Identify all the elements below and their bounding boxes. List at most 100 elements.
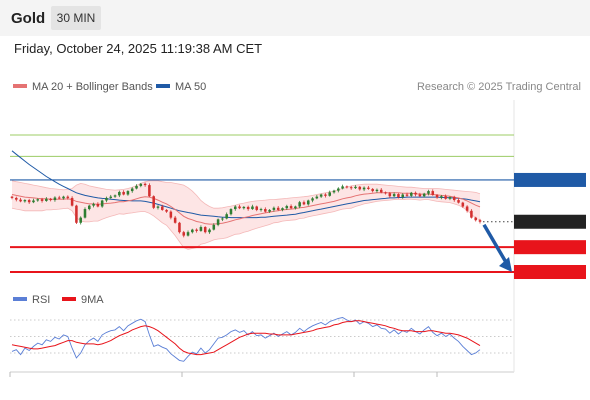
candle-body [182, 232, 186, 236]
ma20-legend-label: MA 20 + Bollinger Bands [32, 81, 153, 93]
candle-body [199, 227, 203, 231]
ma20-line [11, 192, 481, 225]
candle-body [440, 196, 443, 198]
candle-body [431, 191, 435, 195]
rsi-lines [11, 317, 481, 362]
candle-body [470, 210, 473, 218]
candle-body [375, 189, 379, 192]
candle-body [362, 187, 366, 190]
bollinger-upper-line [11, 180, 481, 209]
candle-body [208, 229, 211, 233]
candle-body [341, 186, 344, 189]
rsi-ma-line [11, 320, 481, 356]
bollinger-band-fill [12, 180, 480, 250]
candle-body [19, 199, 22, 202]
candle-body [49, 198, 52, 201]
candle-body [135, 185, 138, 189]
candle-body [337, 188, 340, 191]
candle-body [401, 194, 404, 198]
candle-body [302, 202, 306, 205]
ma50-legend-label: MA 50 [175, 81, 206, 93]
candle-body [62, 196, 65, 199]
candle-body [448, 197, 452, 199]
candle-body [285, 206, 289, 209]
candle-body [83, 209, 87, 218]
candle-body [221, 218, 224, 220]
candle-body [233, 206, 237, 210]
rsi-ma-legend-swatch [62, 297, 76, 301]
moving-averages [11, 150, 481, 225]
candle-body [345, 186, 349, 188]
timeframe-badge[interactable]: 30 MIN [51, 6, 101, 30]
rsi-grid [10, 319, 514, 354]
candle-body [225, 214, 228, 219]
forecast-arrow [482, 223, 512, 272]
candle-body [126, 191, 130, 195]
candle-body [238, 206, 241, 209]
candle-body [118, 191, 121, 196]
candle-body [452, 197, 456, 201]
rsi-legend-swatch [13, 297, 27, 301]
candle-body [324, 194, 327, 196]
x-axis-ticks [9, 372, 438, 377]
candle-body [306, 200, 310, 205]
candle-body [113, 195, 117, 197]
support-label-box [514, 240, 586, 255]
candle-body [242, 206, 246, 209]
candle-body [152, 196, 155, 208]
candle-body [474, 217, 477, 221]
candle-body [397, 194, 400, 198]
candle-body [70, 197, 74, 206]
candle-body [298, 202, 301, 207]
candle-body [178, 222, 181, 233]
candle-body [32, 200, 35, 203]
ma50-legend-swatch [156, 84, 170, 88]
candle-body [195, 229, 198, 231]
copyright-text: Research © 2025 Trading Central [417, 81, 581, 93]
candle-body [79, 217, 82, 223]
forecast-arrow-shaft [482, 223, 509, 265]
bollinger-lower-line [11, 198, 481, 250]
candle-body [354, 186, 357, 189]
candle-body [160, 206, 164, 210]
candle-body [139, 183, 143, 186]
rsi-legend-label: RSI [32, 294, 50, 306]
candle-body [10, 196, 14, 198]
candle-body [371, 188, 374, 192]
candle-body [246, 206, 250, 210]
candle-body [311, 198, 314, 201]
forecast-arrow-head [499, 257, 512, 272]
candle-body [289, 206, 293, 209]
candle-body [53, 197, 57, 201]
rsi-ma-legend-label: 9MA [81, 294, 104, 306]
candle-body [165, 209, 168, 212]
support-label-box [514, 265, 586, 279]
candle-body [143, 183, 147, 186]
candle-body [384, 192, 387, 194]
candle-body [122, 191, 125, 195]
candle-body [259, 209, 263, 211]
candle-body [478, 220, 482, 222]
candle-body [96, 203, 100, 207]
level-labels [514, 172, 586, 279]
candle-body [349, 187, 353, 189]
candle-body [367, 187, 370, 189]
candlesticks [10, 182, 482, 238]
candle-body [92, 203, 95, 206]
candle-body [23, 200, 27, 202]
candle-body [105, 197, 108, 201]
candle-body [418, 194, 422, 197]
timestamp-text: Friday, October 24, 2025 11:19:38 AM CET [14, 41, 263, 56]
candle-body [315, 196, 319, 199]
candle-body [75, 205, 78, 223]
candle-body [388, 193, 392, 197]
instrument-title: Gold [11, 10, 46, 27]
rsi-line [11, 317, 481, 362]
candle-body [148, 185, 151, 197]
candle-body [332, 190, 336, 193]
candle-body [414, 192, 417, 195]
candle-body [264, 209, 267, 212]
candle-body [109, 196, 113, 198]
candle-body [66, 196, 70, 198]
